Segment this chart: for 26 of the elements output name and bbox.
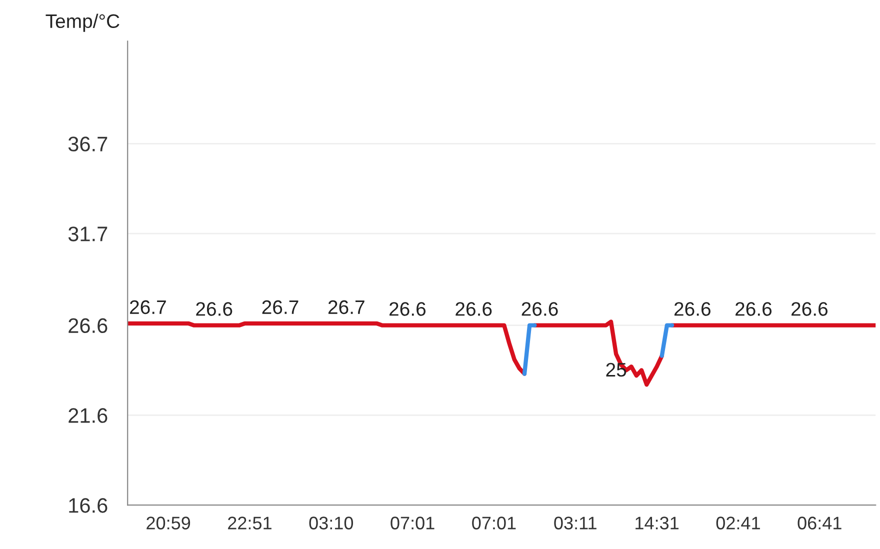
y-tick-label: 36.7 [68,136,108,152]
data-label: 26.6 [736,302,772,316]
data-label: 26.7 [130,300,166,314]
y-tick-label: 31.7 [68,226,108,242]
x-tick-label: 03:11 [554,516,596,530]
data-label: 26.7 [328,300,364,314]
data-label: 26.7 [262,300,298,314]
y-tick-label: 16.6 [69,498,108,513]
x-tick-label: 14:31 [636,516,679,530]
x-tick-label: 03:10 [309,516,354,530]
data-label: 25 [606,362,626,377]
data-label: 26.6 [390,302,426,316]
x-tick-label: 20:59 [146,516,190,530]
data-label: 26.6 [196,302,232,316]
x-tick-label: 22:51 [228,516,272,530]
x-tick-label: 06:41 [798,516,842,530]
x-tick-label: 07:01 [472,516,516,530]
x-tick-label: 02:41 [716,516,760,530]
data-label: 26.6 [792,302,828,316]
y-tick-label: 21.6 [68,408,108,423]
x-tick-label: 07:01 [390,516,434,530]
y-tick-label: 26.6 [68,318,108,334]
data-label: 26.6 [674,302,710,316]
y-axis-title: Temp/°C [46,14,120,32]
data-label: 26.6 [522,302,558,316]
data-label: 26.6 [456,302,492,316]
